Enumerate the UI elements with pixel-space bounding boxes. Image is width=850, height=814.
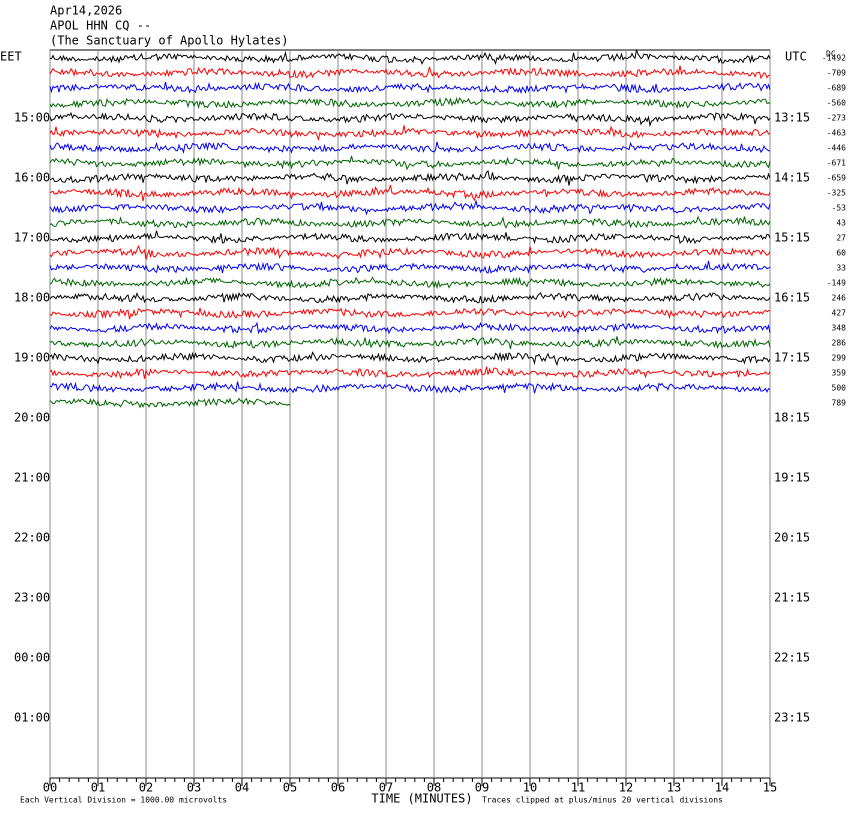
seismic-trace: [49, 291, 771, 304]
dc-offset: -463: [827, 129, 846, 138]
seismic-trace: [49, 111, 771, 128]
x-tick-label: 09: [475, 781, 489, 795]
seismic-trace: [49, 97, 771, 110]
x-tick-label: 07: [379, 781, 393, 795]
title-line: (The Sanctuary of Apollo Hylates): [50, 34, 288, 48]
dc-offset: 60: [836, 249, 846, 258]
left-time-label: 15:00: [14, 111, 50, 125]
dc-offset: 286: [832, 339, 847, 348]
left-time-label: 16:00: [14, 171, 50, 185]
right-time-label: 21:15: [774, 591, 810, 605]
seismic-trace: [49, 215, 771, 229]
seismic-trace: [49, 321, 771, 335]
x-tick-label: 08: [427, 781, 441, 795]
left-time-label: 20:00: [14, 411, 50, 425]
seismic-trace: [49, 276, 771, 290]
dc-offset: -709: [827, 69, 846, 78]
seismic-trace: [49, 351, 771, 367]
x-tick-label: 01: [91, 781, 105, 795]
left-time-label: 18:00: [14, 291, 50, 305]
x-tick-label: 04: [235, 781, 249, 795]
scale-note: Each Vertical Division = 1000.00 microvo…: [20, 796, 227, 805]
dc-offset: -273: [827, 114, 846, 123]
seismic-trace: [49, 170, 771, 186]
right-time-label: 14:15: [774, 171, 810, 185]
clip-note: Traces clipped at plus/minus 20 vertical…: [482, 796, 723, 805]
dc-offset: 33: [836, 264, 846, 273]
dc-offset: -689: [827, 84, 846, 93]
left-time-label: 17:00: [14, 231, 50, 245]
seismic-trace: [49, 260, 771, 274]
dc-offset: -53: [832, 204, 847, 213]
dc-offset: 299: [832, 354, 847, 363]
right-time-label: 19:15: [774, 471, 810, 485]
dc-offset: 27: [836, 234, 846, 243]
seismic-trace: [49, 184, 771, 202]
left-time-label: 23:00: [14, 591, 50, 605]
left-time-label: 21:00: [14, 471, 50, 485]
left-time-label: 01:00: [14, 711, 50, 725]
seismic-trace: [49, 65, 771, 80]
seismic-trace: [49, 381, 771, 394]
x-tick-label: 14: [715, 781, 729, 795]
seismic-trace: [49, 141, 770, 155]
dc-offset: 43: [836, 219, 846, 228]
left-time-label: 00:00: [14, 651, 50, 665]
dc-offset: -1492: [822, 54, 846, 63]
x-tick-label: 00: [43, 781, 57, 795]
left-axis-label: EET: [0, 50, 22, 64]
right-time-label: 20:15: [774, 531, 810, 545]
seismic-trace: [49, 230, 771, 245]
x-tick-label: 13: [667, 781, 681, 795]
x-tick-label: 05: [283, 781, 297, 795]
dc-offset: -325: [827, 189, 846, 198]
dc-offset: -560: [827, 99, 846, 108]
right-time-label: 15:15: [774, 231, 810, 245]
dc-offset: 246: [832, 294, 847, 303]
right-time-label: 18:15: [774, 411, 810, 425]
seismic-trace: [49, 155, 771, 171]
title-line: APOL HHN CQ --: [50, 19, 151, 33]
x-tick-label: 03: [187, 781, 201, 795]
right-time-label: 22:15: [774, 651, 810, 665]
right-axis-label: UTC: [785, 50, 807, 64]
dc-offset: -446: [827, 144, 846, 153]
right-time-label: 23:15: [774, 711, 810, 725]
x-tick-label: 02: [139, 781, 153, 795]
dc-offset: -659: [827, 174, 846, 183]
right-time-label: 17:15: [774, 351, 810, 365]
x-tick-label: 10: [523, 781, 537, 795]
seismic-trace: [49, 81, 771, 95]
x-tick-label: 15: [763, 781, 777, 795]
seismic-trace: [49, 125, 771, 142]
left-time-label: 19:00: [14, 351, 50, 365]
seismic-trace: [49, 336, 771, 350]
plot-frame: [49, 49, 771, 779]
x-tick-label: 12: [619, 781, 633, 795]
dc-offset: -149: [827, 279, 846, 288]
dc-offset: 789: [832, 399, 847, 408]
seismic-trace: [49, 244, 771, 260]
seismic-trace: [49, 199, 771, 216]
dc-offset: 500: [832, 384, 847, 393]
dc-label: DC: [826, 50, 836, 59]
dc-offset: -671: [827, 159, 846, 168]
left-time-label: 22:00: [14, 531, 50, 545]
seismic-trace: [49, 397, 291, 409]
x-tick-label: 06: [331, 781, 345, 795]
title-line: Apr14,2026: [50, 4, 122, 18]
x-axis-label: TIME (MINUTES): [371, 792, 472, 806]
seismic-trace: [49, 366, 771, 380]
x-tick-label: 11: [571, 781, 585, 795]
right-time-label: 16:15: [774, 291, 810, 305]
right-time-label: 13:15: [774, 111, 810, 125]
dc-offset: 427: [832, 309, 847, 318]
dc-offset: 359: [832, 369, 847, 378]
dc-offset: 348: [832, 324, 847, 333]
seismic-trace: [49, 49, 771, 66]
seismic-trace: [49, 307, 771, 320]
